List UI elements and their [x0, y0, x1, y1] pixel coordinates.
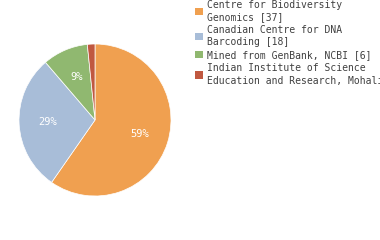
- Wedge shape: [52, 44, 171, 196]
- Text: 29%: 29%: [38, 117, 57, 127]
- Legend: Centre for Biodiversity
Genomics [37], Canadian Centre for DNA
Barcoding [18], M: Centre for Biodiversity Genomics [37], C…: [195, 0, 380, 85]
- Wedge shape: [46, 44, 95, 120]
- Text: 9%: 9%: [70, 72, 83, 82]
- Text: 59%: 59%: [131, 129, 149, 139]
- Wedge shape: [19, 62, 95, 182]
- Wedge shape: [87, 44, 95, 120]
